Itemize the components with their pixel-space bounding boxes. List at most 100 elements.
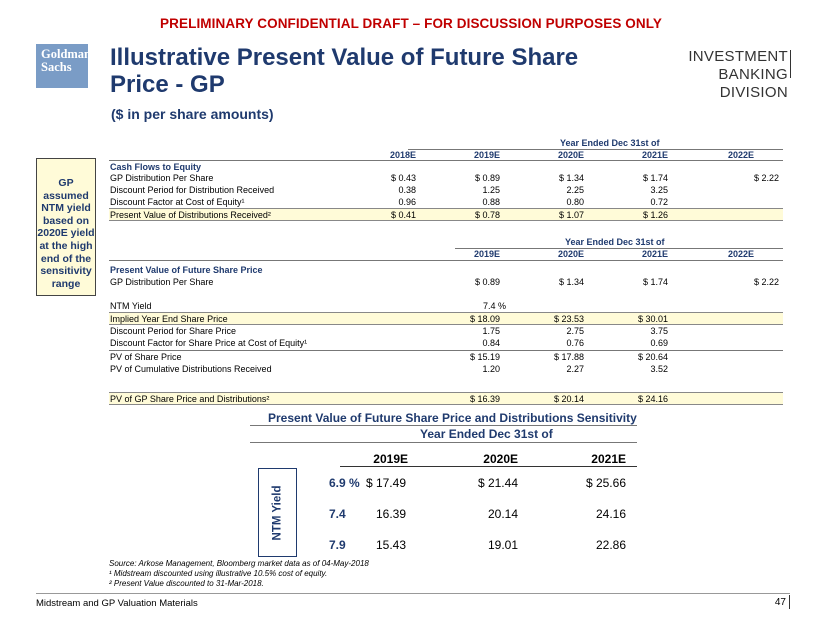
table1-year-2020: 2020E — [557, 150, 584, 160]
cell-2021: $ 1.74 — [642, 277, 668, 287]
cell-2019: $ 0.89 — [474, 173, 500, 183]
cell-2019: 7.4 % — [482, 301, 506, 311]
row-label: Discount Factor at Cost of Equity¹ — [110, 197, 245, 207]
cell-2020: $ 17.88 — [553, 352, 584, 362]
row-label: Discount Factor for Share Price at Cost … — [110, 338, 308, 348]
table2-rule — [109, 350, 783, 351]
cell-2020: $ 20.14 — [553, 394, 584, 404]
cell-2020: $ 1.07 — [558, 210, 584, 220]
sensitivity-year-2021: 2021E — [591, 452, 626, 466]
ntm-yield-axis-box — [258, 468, 297, 557]
source-notes: Source: Arkose Management, Bloomberg mar… — [109, 559, 369, 589]
cell-2020: $ 23.53 — [553, 314, 584, 324]
cell-2020: $ 1.34 — [558, 173, 584, 183]
ntm-yield-axis-label: NTM Yield — [271, 485, 284, 540]
division-divider — [790, 50, 791, 78]
row-label: Discount Period for Distribution Receive… — [110, 185, 275, 195]
page-title: Illustrative Present Value of Future Sha… — [110, 44, 579, 98]
table2-year-2022: 2022E — [727, 249, 754, 259]
table-row: GP Distribution Per Share $ 0.89 $ 1.34 … — [0, 276, 822, 288]
row-label: PV of Share Price — [110, 352, 182, 362]
logo-line-1: Goldman — [41, 47, 92, 61]
sensitivity-yield-3: 7.9 — [329, 538, 346, 552]
table-row-highlight: PV of GP Share Price and Distributions² … — [109, 392, 783, 405]
page-subtitle: ($ in per share amounts) — [111, 106, 274, 122]
sensitivity-year-2020: 2020E — [483, 452, 518, 466]
cell-2019: 0.84 — [482, 338, 500, 348]
sensitivity-cell: $ 25.66 — [585, 476, 626, 490]
sensitivity-year-2019: 2019E — [373, 452, 408, 466]
division-line-1: INVESTMENT BANKING — [688, 48, 788, 83]
cell-2021: 0.72 — [650, 197, 668, 207]
table1-year-2022: 2022E — [727, 150, 754, 160]
cell-2022: $ 2.22 — [753, 173, 779, 183]
division-label: INVESTMENT BANKING DIVISION — [648, 48, 788, 102]
cell-2021: 3.25 — [650, 185, 668, 195]
cell-2019: 1.20 — [482, 364, 500, 374]
footer-text: Midstream and GP Valuation Materials — [36, 598, 198, 609]
table-row-highlight: Implied Year End Share Price $ 18.09 $ 2… — [109, 312, 783, 325]
logo-line-2: Sachs — [41, 60, 72, 74]
sensitivity-cell: $ 21.44 — [477, 476, 518, 490]
cell-2018: $ 0.41 — [390, 210, 416, 220]
table-row: Discount Factor for Share Price at Cost … — [0, 337, 822, 349]
table1-header-rule — [408, 149, 783, 150]
row-label: GP Distribution Per Share — [110, 277, 214, 287]
page-number-divider — [789, 595, 790, 609]
sensitivity-cell: 16.39 — [375, 507, 406, 521]
cell-2019: $ 18.09 — [469, 314, 500, 324]
table-row: Discount Factor at Cost of Equity¹ 0.96 … — [0, 196, 822, 208]
table1-section-title: Cash Flows to Equity — [110, 162, 202, 172]
table2-group-header: Year Ended Dec 31st of — [565, 237, 665, 247]
table1-header-bottom-rule — [109, 160, 783, 161]
sensitivity-cell: 24.16 — [595, 507, 626, 521]
sensitivity-cell: 20.14 — [487, 507, 518, 521]
table1-year-2021: 2021E — [641, 150, 668, 160]
row-label: NTM Yield — [110, 301, 152, 311]
sensitivity-title: Present Value of Future Share Price and … — [268, 411, 637, 425]
cell-2019: $ 0.89 — [474, 277, 500, 287]
footer-rule — [36, 593, 790, 594]
table1-year-2019: 2019E — [473, 150, 500, 160]
sensitivity-columns-rule — [340, 466, 637, 467]
sensitivity-header-rule — [250, 442, 637, 443]
cell-2018: 0.96 — [398, 197, 416, 207]
cell-2018: $ 0.43 — [390, 173, 416, 183]
goldman-sachs-logo: Goldman Sachs — [36, 44, 92, 88]
sensitivity-yield-1: 6.9 % — [329, 476, 360, 490]
table-row: Discount Period for Distribution Receive… — [0, 184, 822, 196]
page-number: 47 — [774, 597, 786, 608]
cell-2020: $ 1.34 — [558, 277, 584, 287]
cell-2021: $ 20.64 — [637, 352, 668, 362]
source-line: Source: Arkose Management, Bloomberg mar… — [109, 559, 369, 568]
yield-note-box: GP assumed NTM yield based on 2020E yiel… — [36, 158, 96, 296]
table2-section-title: Present Value of Future Share Price — [110, 265, 263, 275]
sensitivity-cell: 15.43 — [375, 538, 406, 552]
cell-2019: 0.88 — [482, 197, 500, 207]
sensitivity-title-rule — [250, 425, 637, 426]
row-label: Implied Year End Share Price — [110, 314, 228, 324]
table1-group-header: Year Ended Dec 31st of — [560, 138, 660, 148]
sensitivity-group-header: Year Ended Dec 31st of — [420, 427, 553, 441]
row-label: Present Value of Distributions Received² — [110, 210, 271, 220]
table-row-highlight: Present Value of Distributions Received²… — [109, 208, 783, 221]
footnote-2: ² Present Value discounted to 31-Mar-201… — [109, 579, 264, 588]
table-row: PV of Cumulative Distributions Received … — [0, 363, 822, 375]
cell-2021: 3.75 — [650, 326, 668, 336]
cell-2019: 1.25 — [482, 185, 500, 195]
sensitivity-cell: $ 17.49 — [365, 476, 406, 490]
table-row: NTM Yield 7.4 % — [0, 300, 822, 312]
row-label: PV of Cumulative Distributions Received — [110, 364, 272, 374]
table1-year-2018: 2018E — [389, 150, 416, 160]
cell-2021: 3.52 — [650, 364, 668, 374]
cell-2020: 0.80 — [566, 197, 584, 207]
footnote-1: ¹ Midstream discounted using illustrativ… — [109, 569, 328, 578]
cell-2022: $ 2.22 — [753, 277, 779, 287]
cell-2019: 1.75 — [482, 326, 500, 336]
cell-2018: 0.38 — [398, 185, 416, 195]
table2-year-2019: 2019E — [473, 249, 500, 259]
cell-2019: $ 15.19 — [469, 352, 500, 362]
cell-2021: $ 24.16 — [637, 394, 668, 404]
table-row: PV of Share Price $ 15.19 $ 17.88 $ 20.6… — [0, 351, 822, 363]
cell-2020: 0.76 — [566, 338, 584, 348]
